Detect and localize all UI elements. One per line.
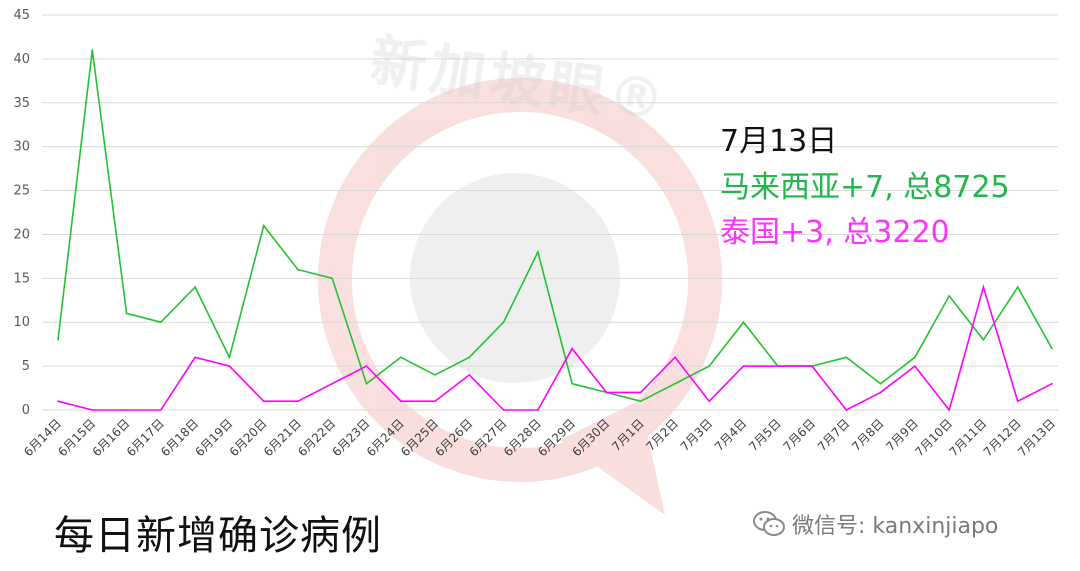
y-tick-label: 15 xyxy=(13,271,30,286)
data-point xyxy=(125,409,128,411)
data-point xyxy=(57,400,59,403)
data-point xyxy=(502,321,505,324)
x-tick-label: 7月5日 xyxy=(746,416,784,454)
data-point xyxy=(537,251,539,253)
data-point xyxy=(365,365,368,367)
x-tick-label: 7月3日 xyxy=(678,416,716,454)
data-point xyxy=(262,400,265,403)
data-point xyxy=(160,409,162,411)
y-tick-label: 35 xyxy=(13,96,30,111)
grid-lines xyxy=(42,14,1058,411)
data-point xyxy=(125,312,128,315)
data-point xyxy=(708,365,711,367)
series-line-malaysia xyxy=(57,49,1053,403)
data-point xyxy=(399,400,402,403)
wechat-icon xyxy=(753,511,785,536)
data-point xyxy=(468,374,471,376)
y-tick-label: 45 xyxy=(13,8,30,23)
annotation-date: 7月13日 xyxy=(720,124,838,159)
data-point xyxy=(468,356,471,359)
data-point xyxy=(948,409,950,411)
y-tick-label: 25 xyxy=(13,184,30,199)
data-point xyxy=(502,409,505,411)
series-lines xyxy=(57,49,1053,412)
chart-title: 每日新增确诊病例 xyxy=(54,513,382,559)
annotation-malaysia: 马来西亚+7, 总8725 xyxy=(720,170,1010,205)
data-point xyxy=(914,356,916,359)
x-tick-label: 7月8日 xyxy=(849,416,887,454)
data-point xyxy=(845,356,848,359)
data-point xyxy=(708,400,711,403)
data-point xyxy=(1051,382,1053,385)
data-point xyxy=(811,365,813,367)
data-point xyxy=(365,382,368,385)
data-point xyxy=(914,365,916,367)
x-tick-label: 7月4日 xyxy=(712,416,750,454)
data-point xyxy=(879,382,882,385)
data-point xyxy=(194,356,196,359)
data-point xyxy=(639,391,642,394)
annotation-thailand: 泰国+3, 总3220 xyxy=(720,215,950,250)
data-point xyxy=(399,356,402,359)
data-point xyxy=(434,400,436,403)
x-axis: 6月14日6月15日6月16日6月17日6月18日6月19日6月20日6月21日… xyxy=(21,416,1058,459)
data-point xyxy=(537,409,539,411)
data-point xyxy=(331,382,334,385)
wechat-label: 微信号: kanxinjiapo xyxy=(792,514,999,539)
data-point xyxy=(262,224,265,227)
data-point xyxy=(57,338,59,341)
data-point xyxy=(297,400,299,403)
data-point xyxy=(776,365,779,367)
data-point xyxy=(879,391,882,394)
y-axis: 0 5 10 15 20 25 30 35 40 45 xyxy=(13,8,30,418)
data-point xyxy=(639,400,642,403)
data-point xyxy=(742,365,745,367)
data-point xyxy=(982,338,985,341)
data-point xyxy=(605,391,608,394)
data-point xyxy=(674,382,676,385)
data-point xyxy=(160,321,162,324)
data-point xyxy=(571,382,573,385)
data-point xyxy=(228,356,231,359)
y-tick-label: 20 xyxy=(13,227,30,242)
series-line-thailand xyxy=(57,284,1053,412)
data-point xyxy=(331,277,334,280)
x-tick-label: 7月13日 xyxy=(1015,416,1058,459)
data-point xyxy=(845,409,848,411)
y-tick-label: 0 xyxy=(22,403,30,418)
data-point xyxy=(982,286,985,288)
data-point xyxy=(674,356,676,359)
data-point xyxy=(194,286,196,288)
data-point xyxy=(948,295,950,297)
data-point xyxy=(571,347,573,350)
data-point xyxy=(228,365,231,367)
y-tick-label: 30 xyxy=(13,140,30,155)
data-point xyxy=(1051,347,1053,350)
y-tick-label: 5 xyxy=(22,359,30,374)
x-tick-label: 7月7日 xyxy=(815,416,853,454)
wechat-id: 微信号: kanxinjiapo xyxy=(752,508,998,540)
y-tick-label: 10 xyxy=(13,315,30,330)
data-point xyxy=(742,321,745,324)
data-point xyxy=(1016,400,1019,403)
data-point xyxy=(91,49,94,51)
x-tick-label: 7月6日 xyxy=(781,416,819,454)
data-point xyxy=(297,268,299,271)
data-point xyxy=(434,374,436,376)
y-tick-label: 40 xyxy=(13,52,30,67)
watermark-logo xyxy=(318,78,722,515)
data-point xyxy=(1016,286,1019,288)
data-point xyxy=(91,409,94,411)
